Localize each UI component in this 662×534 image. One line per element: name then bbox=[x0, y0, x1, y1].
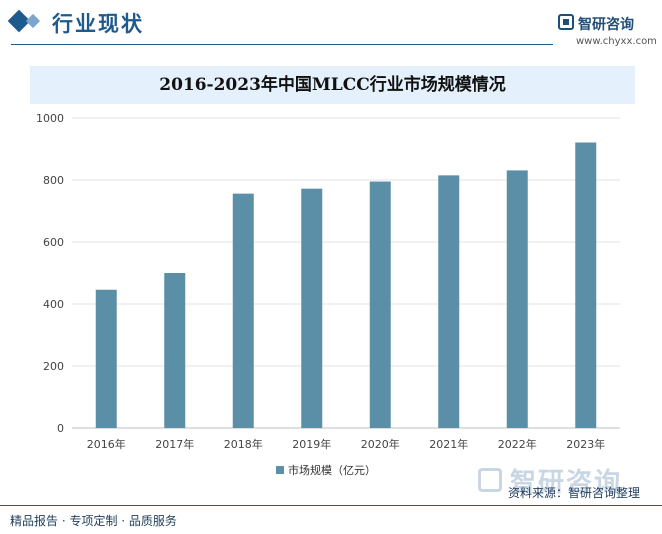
y-tick-label: 600 bbox=[43, 236, 64, 249]
source-note: 资料来源：智研咨询整理 bbox=[508, 486, 641, 500]
bar bbox=[506, 170, 528, 428]
brand-url: www.chyxx.com bbox=[576, 36, 657, 47]
watermark-logo-icon bbox=[478, 468, 502, 492]
bar bbox=[232, 193, 254, 428]
header: 行业现状 智研咨询 www.chyxx.com bbox=[0, 0, 662, 50]
footer-divider bbox=[0, 505, 662, 506]
brand-logo-icon bbox=[558, 14, 574, 30]
y-tick-label: 0 bbox=[57, 422, 64, 435]
y-axis-labels: 0 200 400 600 800 1000 bbox=[36, 112, 64, 435]
x-tick-label: 2016年 bbox=[87, 437, 126, 451]
section-title: 行业现状 bbox=[52, 12, 144, 36]
bar bbox=[438, 175, 460, 428]
x-tick-label: 2017年 bbox=[155, 437, 194, 451]
legend-swatch bbox=[276, 466, 284, 474]
x-tick-label: 2023年 bbox=[566, 437, 605, 451]
bar bbox=[369, 181, 391, 428]
chart-title-band bbox=[30, 66, 635, 104]
watermark-brand: 智研咨询 bbox=[510, 468, 623, 498]
x-axis-labels: 2016年 2017年 2018年 2019年 2020年 2021年 2022年 2023年 bbox=[87, 437, 606, 451]
bar bbox=[575, 142, 597, 429]
grid-lines bbox=[72, 117, 620, 429]
bar bbox=[164, 273, 186, 428]
x-tick-label: 2018年 bbox=[224, 437, 263, 451]
x-tick-label: 2020年 bbox=[361, 437, 400, 451]
bar bbox=[301, 188, 323, 428]
x-tick-label: 2022年 bbox=[498, 437, 537, 451]
legend: 市场规模（亿元） bbox=[276, 463, 376, 477]
footer-slogan: 精品报告 · 专项定制 · 品质服务 bbox=[10, 514, 177, 528]
y-tick-label: 1000 bbox=[36, 112, 64, 125]
x-tick-label: 2019年 bbox=[292, 437, 331, 451]
x-tick-label: 2021年 bbox=[429, 437, 468, 451]
brand-name: 智研咨询 bbox=[578, 17, 634, 33]
bar bbox=[95, 289, 117, 428]
y-tick-label: 800 bbox=[43, 174, 64, 187]
header-divider bbox=[11, 44, 553, 45]
bars bbox=[95, 142, 597, 429]
chart-title: 2016-2023年中国MLCC行业市场规模情况 bbox=[159, 75, 506, 95]
legend-label: 市场规模（亿元） bbox=[288, 463, 376, 477]
y-tick-label: 200 bbox=[43, 360, 64, 373]
y-tick-label: 400 bbox=[43, 298, 64, 311]
